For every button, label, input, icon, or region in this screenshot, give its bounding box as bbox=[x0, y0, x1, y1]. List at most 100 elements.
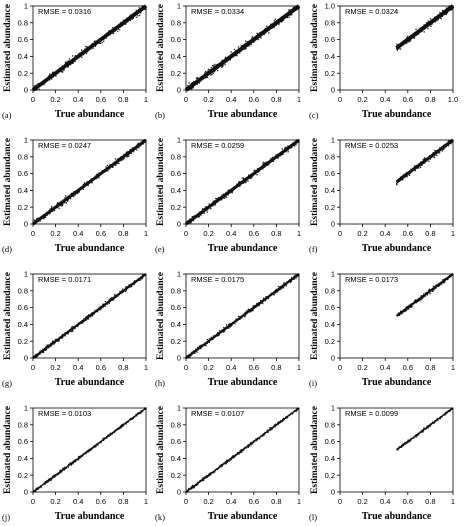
data-point bbox=[224, 56, 227, 58]
y-axis-label: Estimated abundance bbox=[3, 406, 13, 494]
data-point bbox=[199, 479, 201, 482]
data-point bbox=[266, 25, 268, 27]
data-point bbox=[58, 340, 60, 342]
x-tick-label: 0.6 bbox=[249, 95, 259, 104]
data-point bbox=[247, 308, 250, 311]
data-point bbox=[222, 331, 225, 333]
data-point bbox=[439, 11, 441, 14]
data-point bbox=[49, 73, 51, 75]
y-tick-label: 0.4 bbox=[325, 186, 335, 195]
data-point bbox=[450, 143, 452, 145]
data-point bbox=[54, 339, 57, 341]
data-point bbox=[38, 88, 41, 90]
data-point bbox=[118, 29, 121, 31]
x-axis-label: True abundance bbox=[208, 243, 278, 254]
x-tick-label: 0 bbox=[31, 95, 35, 104]
data-point bbox=[52, 210, 54, 212]
data-point bbox=[60, 469, 62, 472]
x-tick-label: 0.4 bbox=[226, 363, 236, 372]
data-point bbox=[48, 74, 51, 76]
data-point bbox=[424, 295, 426, 297]
data-point bbox=[70, 464, 72, 466]
data-point bbox=[82, 322, 84, 324]
y-tick-label: 0.6 bbox=[18, 303, 28, 312]
y-tick-label: 1 bbox=[331, 136, 335, 145]
data-point bbox=[214, 63, 216, 66]
data-point bbox=[249, 177, 252, 180]
data-point bbox=[98, 42, 101, 44]
data-point bbox=[60, 71, 63, 73]
data-point bbox=[126, 151, 129, 153]
data-point bbox=[105, 37, 107, 39]
x-tick-label: 0.6 bbox=[96, 95, 106, 104]
x-tick-label: 0.4 bbox=[73, 363, 83, 372]
data-point bbox=[410, 40, 412, 42]
data-point bbox=[283, 282, 285, 284]
data-point bbox=[123, 153, 125, 156]
x-tick-label: 0.6 bbox=[96, 363, 106, 372]
data-point bbox=[270, 427, 272, 429]
data-point bbox=[190, 486, 192, 488]
data-point bbox=[423, 31, 425, 33]
x-tick-label: 0.8 bbox=[425, 95, 435, 104]
y-tick-label: 0.8 bbox=[18, 18, 28, 27]
data-point bbox=[444, 281, 446, 283]
data-point bbox=[395, 182, 398, 185]
data-point bbox=[192, 487, 195, 489]
data-point bbox=[53, 474, 55, 476]
data-point bbox=[112, 299, 114, 301]
data-point bbox=[71, 62, 73, 65]
data-point bbox=[194, 352, 196, 354]
x-tick-label: 0.4 bbox=[73, 497, 83, 506]
data-point bbox=[210, 474, 212, 476]
data-point bbox=[208, 472, 211, 475]
data-point bbox=[82, 183, 85, 186]
data-point bbox=[231, 324, 233, 327]
data-point bbox=[404, 441, 406, 444]
data-point bbox=[290, 281, 292, 284]
data-point bbox=[230, 459, 232, 461]
data-point bbox=[124, 290, 127, 292]
data-point bbox=[281, 20, 283, 23]
x-tick-label: 1 bbox=[451, 363, 455, 372]
data-point bbox=[61, 471, 63, 473]
data-point bbox=[396, 183, 398, 186]
trend-line bbox=[31, 4, 148, 92]
data-point bbox=[72, 329, 74, 331]
chart-panel: 0 0.2 0.4 0.6 0.8 1 0 0.2 0.4 0.6 0.8 1 RMSE = 0.024… bbox=[2, 136, 148, 254]
x-tick-label: 0.8 bbox=[118, 363, 128, 372]
data-point bbox=[200, 214, 202, 216]
data-point bbox=[111, 296, 113, 299]
panel-label: (e) bbox=[155, 244, 165, 254]
rmse-annotation: RMSE = 0.0103 bbox=[38, 409, 91, 418]
data-point bbox=[285, 146, 287, 149]
data-point bbox=[290, 277, 293, 279]
data-point bbox=[212, 335, 215, 337]
data-point bbox=[40, 486, 42, 489]
y-axis-label: Estimated abundance bbox=[310, 138, 320, 226]
data-point bbox=[33, 219, 35, 221]
data-point bbox=[47, 481, 49, 483]
data-point bbox=[204, 72, 206, 74]
data-point bbox=[135, 16, 137, 18]
data-point bbox=[406, 35, 409, 37]
data-point bbox=[223, 327, 226, 329]
rmse-annotation: RMSE = 0.0247 bbox=[38, 141, 91, 150]
data-point bbox=[52, 340, 54, 342]
panel-label: (f) bbox=[309, 244, 318, 254]
data-point bbox=[201, 208, 204, 210]
data-point bbox=[244, 40, 247, 42]
y-tick-label: 0.2 bbox=[325, 471, 335, 480]
data-point bbox=[86, 46, 88, 48]
data-point bbox=[210, 74, 212, 76]
data-point bbox=[198, 216, 201, 218]
data-point bbox=[106, 164, 109, 167]
data-point bbox=[43, 218, 45, 220]
data-point bbox=[422, 159, 425, 161]
data-point bbox=[436, 154, 438, 157]
panel-label: (b) bbox=[155, 110, 165, 120]
data-point bbox=[217, 69, 219, 72]
data-point bbox=[399, 310, 402, 312]
data-point bbox=[109, 432, 112, 434]
data-point bbox=[63, 69, 65, 71]
